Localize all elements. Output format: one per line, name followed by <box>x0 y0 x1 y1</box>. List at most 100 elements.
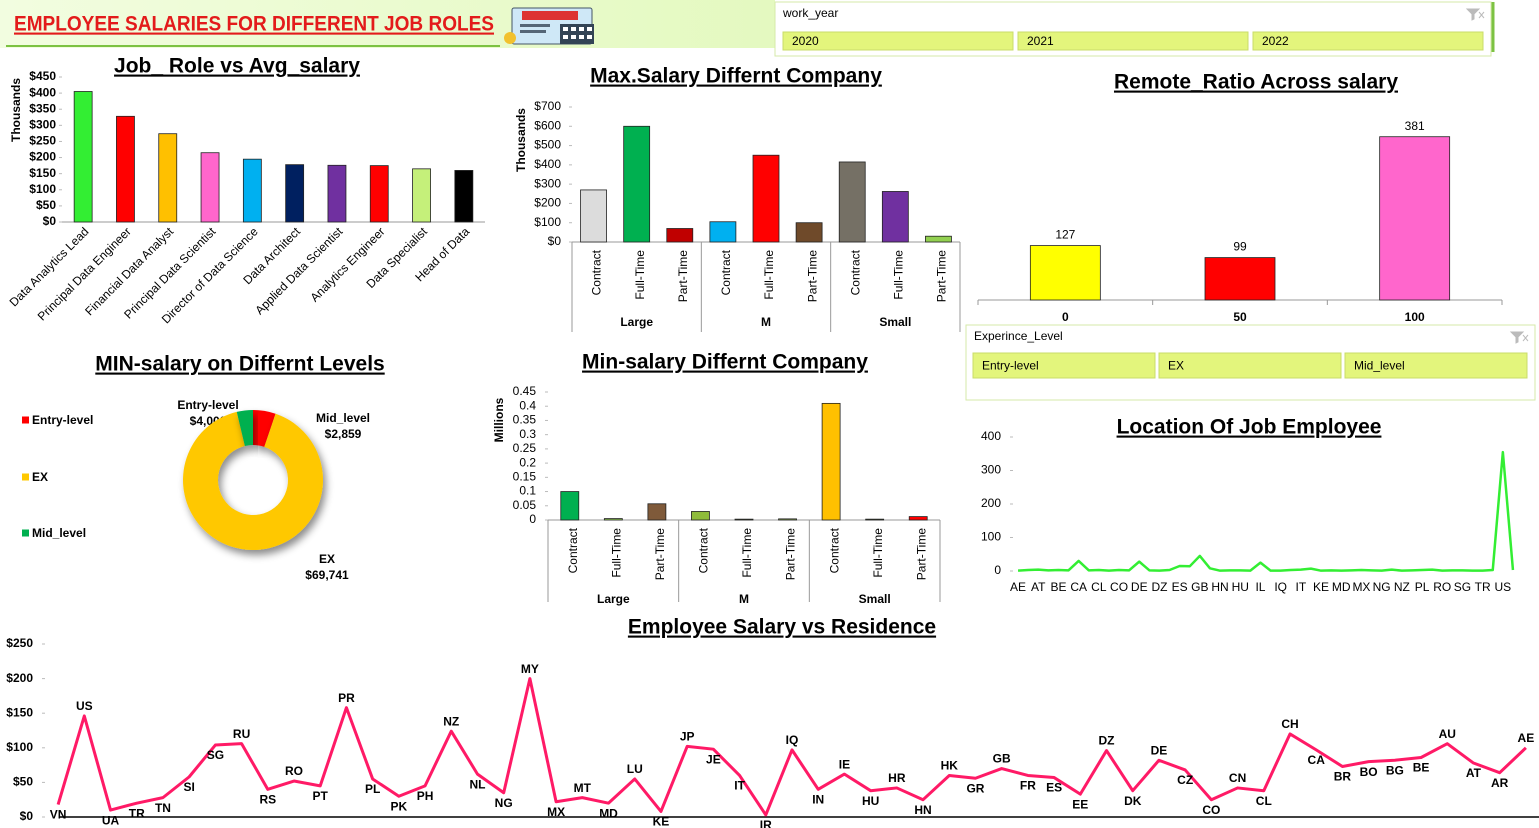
y-tick-label: $350 <box>29 101 56 115</box>
bar <box>795 222 823 243</box>
point-label: AE <box>1518 731 1535 745</box>
y-tick-label: $250 <box>6 636 33 650</box>
x-tick-label: Contract <box>848 249 862 295</box>
bar <box>865 518 885 521</box>
point-label: IE <box>839 757 850 771</box>
y-tick-label: 0.15 <box>513 470 537 484</box>
header-title: EMPLOYEE SALARIES FOR DIFFERENT JOB ROLE… <box>14 13 494 36</box>
x-tick-label: 100 <box>1405 310 1425 324</box>
point-label: RO <box>285 764 303 778</box>
y-tick-label: 0.05 <box>513 498 537 512</box>
point-label: PH <box>417 789 434 803</box>
slicer-item[interactable] <box>782 31 1014 51</box>
y-tick-label: 200 <box>981 496 1001 510</box>
point-label: BR <box>1334 770 1352 784</box>
point-label: DE <box>1151 743 1168 757</box>
point-label: CL <box>1256 794 1272 808</box>
bar <box>454 170 474 223</box>
point-label: IT <box>734 779 745 793</box>
y-tick-label: $100 <box>6 740 33 754</box>
y-tick-label: $200 <box>29 150 56 164</box>
bar <box>369 165 389 223</box>
x-tick-label: IT <box>1296 580 1307 594</box>
chart-title: Min-salary Differnt Company <box>582 351 868 374</box>
point-label: UA <box>102 813 120 827</box>
x-tick-label: AE <box>1010 580 1026 594</box>
point-label: FR <box>1020 779 1036 793</box>
point-label: MY <box>521 662 539 676</box>
point-label: BE <box>1413 761 1430 775</box>
x-tick-label: Data Analytics Lead <box>7 224 92 309</box>
data-label-name: Entry-level <box>177 398 238 412</box>
x-tick-label: Part-Time <box>914 528 928 581</box>
chart-title: Remote_Ratio Across salary <box>1114 71 1398 94</box>
y-tick-label: $100 <box>29 182 56 196</box>
slicer-item[interactable] <box>1344 352 1528 379</box>
donut-slice <box>236 410 253 446</box>
slicer-item[interactable] <box>1017 31 1249 51</box>
donut-slice <box>183 411 323 550</box>
clear-filter-icon[interactable] <box>1509 331 1529 344</box>
slicer-item-label[interactable]: EX <box>1168 359 1184 373</box>
point-label: RU <box>233 727 250 741</box>
x-tick-label: PL <box>1415 580 1430 594</box>
point-label: AU <box>1439 727 1456 741</box>
slicer-title: work_year <box>782 6 838 20</box>
x-tick-label: US <box>1495 580 1512 594</box>
x-tick-label: RO <box>1433 580 1451 594</box>
point-label: PL <box>365 782 380 796</box>
x-tick-label: MX <box>1352 580 1370 594</box>
y-tick-label: 100 <box>981 530 1001 544</box>
x-tick-label: CO <box>1110 580 1128 594</box>
chart-title: Employee Salary vs Residence <box>628 616 936 639</box>
y-tick-label: $400 <box>534 157 561 171</box>
point-label: CH <box>1281 717 1298 731</box>
slicer-item-label[interactable]: Mid_level <box>1354 359 1405 373</box>
slicer-item-label[interactable]: Entry-level <box>982 359 1039 373</box>
point-label: PR <box>338 691 355 705</box>
point-label: ES <box>1046 781 1062 795</box>
y-axis-title: Thousands <box>514 108 528 172</box>
point-label: GB <box>993 752 1011 766</box>
line <box>1017 450 1515 572</box>
bar <box>1204 257 1276 301</box>
data-label: 127 <box>1055 228 1075 242</box>
y-tick-label: 0.3 <box>519 427 536 441</box>
slicer-item-label[interactable]: 2020 <box>792 34 819 48</box>
slicer-item[interactable] <box>1252 31 1484 51</box>
x-tick-label: SG <box>1454 580 1471 594</box>
x-tick-label: NZ <box>1394 580 1410 594</box>
data-label-name: EX <box>319 552 335 566</box>
bar <box>691 511 710 521</box>
data-label-value: $2,859 <box>325 427 362 441</box>
clear-filter-icon[interactable] <box>1465 8 1485 21</box>
point-label: SG <box>207 748 224 762</box>
y-tick-label: 400 <box>981 429 1001 443</box>
y-tick-label: $150 <box>29 166 56 180</box>
y-tick-label: $600 <box>534 118 561 132</box>
point-label: PK <box>391 799 408 813</box>
slicer-item-label[interactable]: 2022 <box>1262 34 1289 48</box>
slicer-item[interactable] <box>1158 352 1342 379</box>
x-tick-label: Full-Time <box>610 528 624 578</box>
x-tick-label: Full-Time <box>871 528 885 578</box>
slicer-item[interactable] <box>972 352 1156 379</box>
bar <box>734 518 754 521</box>
x-tick-label: Contract <box>827 527 841 573</box>
slicer-item-label[interactable]: 2021 <box>1027 34 1054 48</box>
x-tick-label: CA <box>1070 580 1087 594</box>
y-tick-label: $0 <box>20 809 34 823</box>
point-label: CZ <box>1177 773 1193 787</box>
legend-label: Entry-level <box>32 413 93 427</box>
x-tick-label: DE <box>1131 580 1148 594</box>
group-label: Large <box>597 592 630 606</box>
x-tick-label: Full-Time <box>762 250 776 300</box>
point-label: SI <box>183 780 194 794</box>
bar <box>666 228 694 243</box>
point-label: TR <box>129 806 145 820</box>
point-label: LU <box>627 762 643 776</box>
point-label: DK <box>1124 794 1142 808</box>
chart-title: Location Of Job Employee <box>1117 416 1382 439</box>
point-label: MX <box>547 805 565 819</box>
x-tick-label: Analytics Engineer <box>307 224 387 304</box>
